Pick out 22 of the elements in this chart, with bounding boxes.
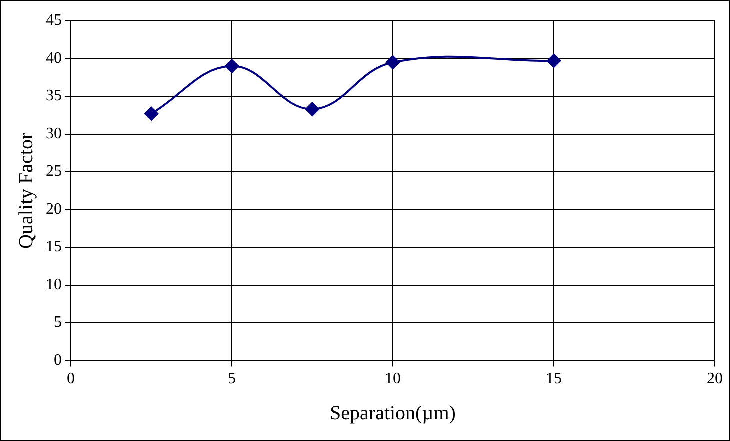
y-tick-label: 25 — [46, 163, 62, 180]
point — [144, 106, 158, 121]
y-axis-title: Quality Factor — [15, 132, 38, 249]
y-tick-label: 45 — [46, 12, 62, 30]
point — [306, 102, 320, 116]
y-tick-label: 20 — [46, 200, 62, 218]
x-tick-label: 0 — [67, 370, 75, 388]
y-tick-label: 0 — [54, 352, 62, 370]
y-tick-label: 35 — [46, 88, 62, 105]
x-axis-title: Separation(µm) — [330, 402, 456, 424]
x-tick-label: 10 — [385, 370, 401, 388]
point — [225, 59, 239, 74]
x-tick-label: 5 — [228, 370, 236, 388]
x-tick-label: 20 — [707, 370, 723, 388]
x-tick-label: 15 — [546, 370, 562, 388]
y-tick-label: 30 — [46, 125, 62, 142]
y-tick-label: 15 — [46, 238, 62, 256]
point — [386, 56, 400, 70]
y-tick-label: 10 — [46, 276, 62, 294]
point — [547, 54, 561, 68]
y-tick-label: 5 — [54, 314, 62, 332]
y-tick-label: 40 — [46, 50, 62, 67]
